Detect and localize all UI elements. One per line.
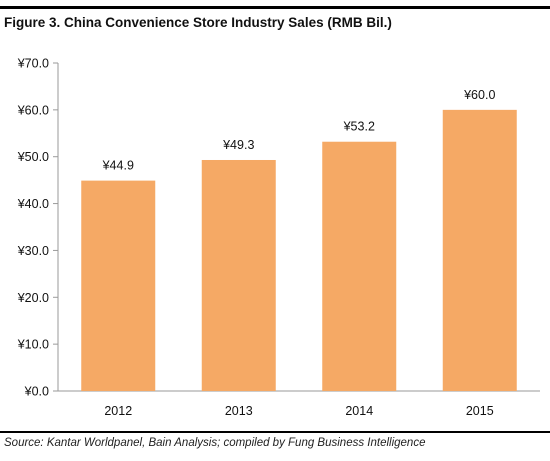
x-tick-label: 2013 bbox=[225, 404, 253, 418]
data-label: ¥49.3 bbox=[222, 138, 254, 152]
top-rule bbox=[0, 6, 550, 9]
bars bbox=[81, 109, 517, 391]
data-label: ¥44.9 bbox=[102, 159, 134, 173]
x-axis: 2012 2013 2014 2015 bbox=[58, 390, 540, 418]
y-tick-label: ¥50.0 bbox=[17, 150, 49, 164]
bar-2012 bbox=[81, 180, 156, 391]
figure-title: Figure 3. China Convenience Store Indust… bbox=[4, 15, 392, 30]
bottom-rule bbox=[0, 431, 550, 433]
x-tick-label: 2012 bbox=[104, 404, 132, 418]
y-axis: ¥0.0 ¥10.0 ¥20.0 ¥30.0 ¥40.0 ¥50.0 ¥60.0 ¥70.0 bbox=[17, 57, 59, 399]
source-note: Source: Kantar Worldpanel, Bain Analysis… bbox=[4, 437, 426, 449]
y-tick-label: ¥0.0 bbox=[24, 385, 49, 399]
bar-2013 bbox=[201, 159, 276, 391]
bar-2015 bbox=[442, 109, 517, 391]
bar-chart: ¥0.0¥10.0¥20.0¥30.0¥40.0¥50.0¥60.0¥70.0 … bbox=[17, 57, 540, 418]
bar-2014 bbox=[322, 141, 397, 391]
data-label: ¥60.0 bbox=[463, 88, 495, 102]
y-tick-label: ¥70.0 bbox=[17, 57, 49, 71]
y-tick-label: ¥40.0 bbox=[17, 197, 49, 211]
y-tick-label: ¥60.0 bbox=[17, 103, 49, 117]
x-tick-label: 2014 bbox=[345, 404, 373, 418]
data-labels: ¥44.9 ¥49.3 ¥53.2 ¥60.0 bbox=[102, 88, 496, 173]
y-tick-label: ¥10.0 bbox=[17, 338, 49, 352]
data-label: ¥53.2 bbox=[343, 120, 375, 134]
y-tick-label: ¥30.0 bbox=[17, 244, 49, 258]
x-tick-label: 2015 bbox=[466, 404, 494, 418]
y-tick-label: ¥20.0 bbox=[17, 291, 49, 305]
